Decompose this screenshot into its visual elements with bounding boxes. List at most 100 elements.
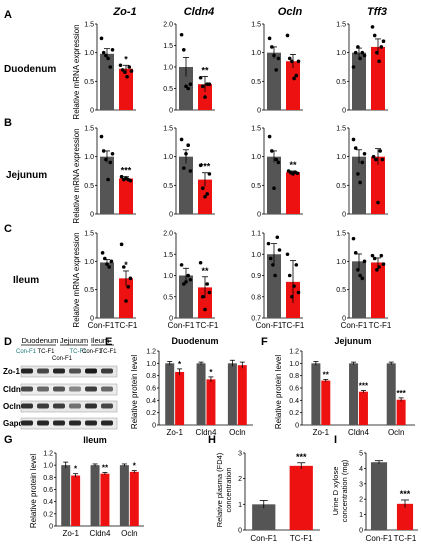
mrna-a-zo-1-datapoint [106, 56, 110, 61]
row-label-ileum: Ileum [13, 275, 39, 286]
protein-f-bar [396, 399, 406, 425]
mrna-a-zo-1-datapoint [99, 36, 104, 41]
mrna-a-zo-1-datapoint [118, 63, 123, 68]
xlabel-c-con-2: Con-F1 [168, 321, 195, 330]
mrna-a-tff3-datapoint [372, 33, 377, 38]
mrna-c-tff3-datapoint [375, 268, 379, 272]
protein-e-bar [227, 363, 237, 425]
blot-band [21, 420, 33, 426]
mrna-c-ocln-datapoint [273, 273, 277, 278]
plasma-h-ytick-label: 3 [238, 451, 242, 458]
xlabel-c-con: Con-F1 [88, 321, 115, 330]
mrna-a-zo-1-datapoint [108, 65, 113, 69]
protein-g-ytick-label: 0 [49, 524, 53, 531]
protein-g-bar [119, 465, 129, 526]
panel-letter-a: A [4, 9, 12, 21]
mrna-a-tff3-datapoint [362, 53, 367, 58]
blot-band [37, 403, 49, 409]
mrna-c-tff3-chart: 0 0.5 1.0 1.5 [336, 231, 388, 323]
blot-lane-3: Con-F1 [52, 356, 73, 362]
urine-i-ytick-label: 0 [359, 528, 363, 535]
ylabel-h-line1: Relative plasma (FD4) [215, 452, 224, 527]
panel-f-title: Jejunum [334, 336, 371, 346]
mrna-c-tff3-datapoint [351, 236, 356, 241]
mrna-a-zo-1-ytick-label: 0 [90, 108, 94, 115]
mrna-b-cldn4-datapoint [201, 186, 205, 190]
mrna-c-ocln-datapoint [296, 290, 301, 295]
mrna-b-zo-1-ytick-label: 0.5 [84, 183, 94, 190]
xlabel-c-tc-4: TC-F1 [369, 321, 392, 330]
protein-e-ytick-label: 1.2 [146, 349, 156, 356]
panel-letter-f: F [261, 336, 268, 348]
mrna-c-tff3-datapoint [358, 273, 362, 278]
mrna-a-cldn4-datapoint [203, 95, 207, 99]
blot-band [53, 386, 65, 392]
panel-letter-i: I [334, 434, 337, 446]
mrna-c-cldn4-datapoint [201, 294, 205, 299]
mrna-c-ocln-chart: 0.7 0.8 0.9 1.0 1.1 [251, 231, 303, 323]
urine-i-chart: 0 1 2 3 4 5 Con-F1 TC-F1 *** [359, 451, 418, 543]
protein-e-chart: 0 0.2 0.4 0.6 0.8 1.0 1.2 * Zo-1 * Cldn4 Ocln [146, 349, 253, 437]
protein-f-significance: *** [359, 381, 369, 390]
mrna-c-zo-1-datapoint [109, 259, 114, 264]
mrna-a-ocln-datapoint [294, 73, 299, 78]
blot-band [85, 386, 97, 392]
mrna-b-zo-1-datapoint [101, 149, 106, 153]
mrna-a-ocln-chart: 0 0.5 1.0 1.5 [251, 22, 303, 115]
urine-i-xtick-label: Con-F1 [366, 534, 393, 543]
protein-e-ytick-label: 0 [152, 423, 156, 430]
mrna-b-cldn4-datapoint [179, 137, 184, 142]
xlabel-c-con-4: Con-F1 [341, 321, 368, 330]
mrna-c-cldn4-datapoint [186, 273, 190, 278]
mrna-b-ocln-significance: ** [289, 160, 297, 170]
panel-letter-d: D [4, 336, 12, 348]
mrna-c-cldn4-datapoint [203, 307, 207, 312]
blot-tissue-jejunum: Jejunum [60, 336, 88, 345]
protein-e-ytick-label: 1.0 [146, 361, 156, 368]
protein-f-bar [321, 380, 331, 425]
panel-letter-h: H [208, 434, 216, 446]
mrna-c-cldn4-ytick-label: 0 [169, 316, 173, 323]
mrna-a-tff3-datapoint [358, 56, 362, 61]
panel-letter-g: G [4, 434, 13, 446]
mrna-b-tff3-ytick-label: 0 [342, 212, 346, 219]
protein-e-ytick-label: 0.8 [146, 373, 156, 380]
mrna-a-tff3-datapoint [351, 65, 356, 69]
protein-g-significance: ** [102, 463, 109, 472]
mrna-a-zo-1-datapoint [104, 53, 108, 58]
mrna-a-ocln-datapoint [274, 68, 279, 72]
western-blot: Duodenum Jejunum Ileum Con-F1 TC-F1 Con-… [3, 336, 118, 430]
col-title-zo1: Zo-1 [112, 6, 136, 18]
protein-e-bar [175, 371, 185, 425]
mrna-c-ocln-ytick-label: 0.8 [251, 294, 261, 301]
protein-f-xtick-label: Cldn4 [348, 428, 369, 437]
urine-i-ytick-label: 4 [359, 466, 363, 473]
mrna-c-zo-1-datapoint [126, 285, 130, 289]
blot-band [85, 368, 97, 374]
mrna-a-cldn4-datapoint [182, 48, 186, 52]
blot-band [53, 368, 65, 374]
mrna-c-zo-1-datapoint [103, 256, 107, 261]
mrna-b-cldn4-chart: 0 0.5 1.0 1.5 *** [163, 126, 215, 219]
mrna-b-tff3-datapoint [378, 149, 383, 153]
protein-g-significance: * [74, 465, 78, 474]
blot-band [21, 368, 33, 374]
protein-e-bar [237, 365, 247, 425]
plasma-h-xtick-label: Con-F1 [250, 534, 277, 543]
mrna-b-zo-1-datapoint [99, 134, 104, 139]
urine-i-ytick-label: 3 [359, 481, 363, 488]
protein-e-bar [206, 379, 216, 425]
mrna-b-zo-1-datapoint [108, 160, 113, 165]
mrna-c-ocln-ytick-label: 0.7 [251, 316, 261, 323]
mrna-b-zo-1-ytick-label: 1.0 [84, 154, 94, 161]
protein-g-xtick-label: Ocln [121, 529, 137, 538]
row-label-duodenum: Duodenum [4, 64, 56, 75]
protein-g-bar [129, 471, 139, 526]
mrna-c-ocln-ytick-label: 1.0 [251, 252, 261, 259]
mrna-a-tff3-datapoint [379, 45, 384, 49]
blot-protein-gapdh: Gapdh [3, 419, 28, 428]
urine-i-xtick-label: TC-F1 [394, 534, 417, 543]
mrna-b-cldn4-ytick-label: 0.5 [163, 183, 173, 190]
mrna-a-tff3-ytick-label: 1.5 [336, 22, 346, 29]
protein-f-ytick-label: 0.4 [289, 398, 299, 405]
